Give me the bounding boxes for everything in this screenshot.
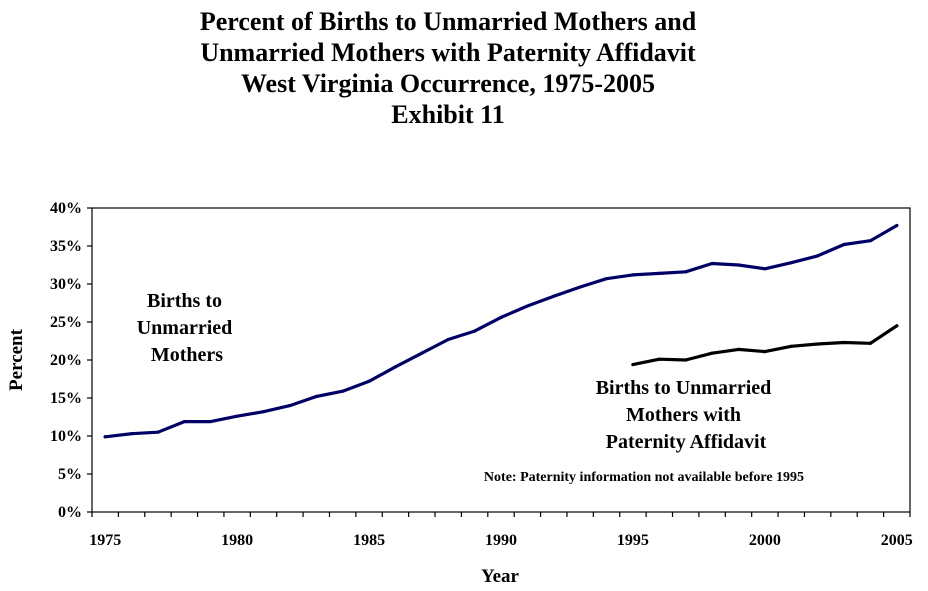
- series-1-point: [868, 341, 873, 345]
- series-0-point: [103, 435, 107, 439]
- x-tick-label: 2000: [749, 532, 781, 549]
- series-0-point: [710, 261, 714, 266]
- series-label-paternity-line-1: Births to Unmarried: [596, 377, 772, 399]
- y-axis-title: Percent: [6, 328, 27, 391]
- series-1-point: [816, 342, 820, 346]
- y-tick-label: 15%: [50, 390, 82, 407]
- series-label-unmarried-line-2: Unmarried: [137, 317, 233, 339]
- series-label-unmarried-line-3: Mothers: [151, 344, 223, 366]
- series-1-point: [895, 324, 899, 328]
- title-line-4: Exhibit 11: [391, 100, 505, 129]
- series-label-paternity-line-2: Mothers with: [626, 404, 741, 426]
- y-tick-label: 20%: [50, 352, 82, 369]
- chart-title: Percent of Births to Unmarried Mothers a…: [0, 6, 896, 130]
- series-1-point: [763, 350, 767, 354]
- series-line-1: [631, 324, 899, 367]
- series-1-point: [736, 347, 741, 351]
- x-tick-label: 2005: [881, 532, 913, 549]
- x-tick-label: 1975: [89, 532, 121, 549]
- series-1-point: [789, 344, 793, 348]
- series-1-point: [710, 351, 714, 355]
- x-tick-label: 1995: [617, 532, 649, 549]
- series-0-point: [367, 379, 371, 383]
- title-line-1: Percent of Births to Unmarried Mothers a…: [199, 7, 697, 36]
- series-0-point: [420, 351, 424, 355]
- series-0-point: [842, 242, 846, 247]
- x-tick-label: 1980: [221, 532, 253, 549]
- y-tick-label: 10%: [50, 428, 82, 445]
- chart-note: Note: Paternity information not availabl…: [484, 470, 804, 485]
- series-layer: [103, 223, 899, 439]
- y-tick-label: 5%: [58, 466, 82, 483]
- series-0-point: [657, 271, 661, 275]
- y-tick-label: 0%: [58, 504, 82, 521]
- series-label-paternity: Births to Unmarried Mothers with Paterni…: [596, 377, 777, 453]
- series-0-point: [868, 239, 873, 243]
- x-tick-label: 1990: [485, 532, 517, 549]
- x-axis-title: Year: [481, 566, 520, 587]
- series-1-point: [684, 358, 688, 362]
- series-0-point: [209, 419, 213, 424]
- series-1-point: [631, 362, 635, 367]
- series-0-point: [552, 294, 556, 298]
- series-1-point: [657, 357, 661, 361]
- series-0-point: [261, 410, 266, 414]
- series-0-point: [684, 270, 688, 274]
- series-label-unmarried: Births to Unmarried Mothers: [137, 290, 238, 366]
- series-0-point: [473, 329, 477, 333]
- title-line-3: West Virginia Occurrence, 1975-2005: [240, 69, 655, 98]
- axes: 0% 5% 10% 15% 20% 25% 30% 35% 40% 1975 1980 1985 199…: [50, 200, 913, 549]
- y-tick-label: 30%: [50, 276, 82, 293]
- series-0-point: [446, 337, 450, 342]
- series-0-point: [499, 315, 503, 320]
- series-0-point: [341, 389, 345, 393]
- series-0-point: [631, 273, 635, 277]
- y-tick-label: 25%: [50, 314, 82, 331]
- series-0-point: [288, 404, 292, 408]
- title-line-2: Unmarried Mothers with Paternity Affidav…: [200, 38, 696, 67]
- y-tick-label: 35%: [50, 238, 82, 255]
- series-0-point: [604, 277, 609, 281]
- series-0-point: [393, 365, 398, 369]
- series-label-unmarried-line-1: Births to: [147, 290, 222, 312]
- series-0-point: [129, 432, 134, 436]
- series-0-point: [235, 414, 239, 418]
- series-0-point: [525, 304, 529, 308]
- series-0-point: [763, 267, 767, 271]
- series-0-point: [816, 254, 820, 258]
- series-0-point: [895, 223, 899, 228]
- series-0-point: [314, 394, 318, 399]
- series-0-point: [736, 263, 741, 267]
- series-0-point: [156, 430, 160, 434]
- series-label-paternity-line-3: Paternity Affidavit: [606, 431, 767, 453]
- series-0-point: [578, 285, 582, 289]
- y-tick-label: 40%: [50, 200, 82, 217]
- series-0-point: [789, 261, 793, 265]
- series-0-point: [182, 419, 186, 424]
- series-1-point: [842, 340, 846, 345]
- x-tick-label: 1985: [353, 532, 385, 549]
